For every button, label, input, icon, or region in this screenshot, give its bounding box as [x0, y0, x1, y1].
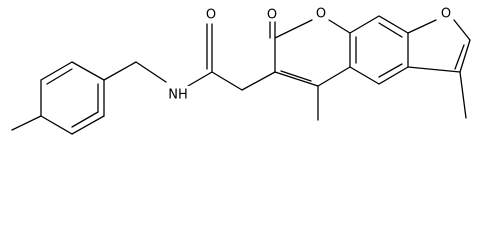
label-background [164, 86, 192, 104]
atom-label: NH [168, 88, 188, 103]
atom-label: O [206, 8, 216, 23]
atom-label: O [441, 7, 451, 22]
molecule-diagram: NH O O O O [11, 7, 471, 135]
atom-label: O [316, 7, 326, 22]
atom-label: O [267, 8, 277, 23]
bonds [11, 15, 471, 135]
